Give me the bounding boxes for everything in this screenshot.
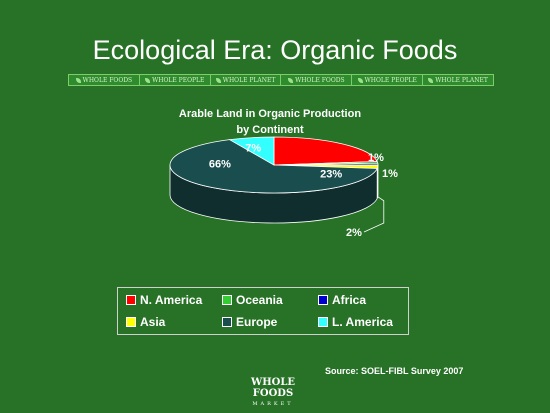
legend-item-oceania: Oceania	[222, 293, 283, 307]
source-note: Source: SOEL-FIBL Survey 2007	[325, 366, 464, 376]
chart-title-line-2: by Continent	[236, 124, 304, 136]
legend-swatch	[318, 317, 328, 327]
whole-foods-banner: WHOLE FOODS WHOLE PEOPLE WHOLE PLANET WH…	[68, 74, 494, 86]
data-label-oceania: 1%	[368, 152, 384, 164]
banner-item: WHOLE FOODS	[69, 75, 140, 85]
banner-item: WHOLE PEOPLE	[140, 75, 211, 85]
leaf-icon	[75, 77, 81, 83]
leader-line	[363, 196, 385, 233]
legend-item-l-america: L. America	[318, 315, 393, 329]
pie-slice-l-america	[228, 136, 275, 166]
legend-item-n-america: N. America	[126, 293, 202, 307]
leaf-icon	[288, 77, 294, 83]
legend-swatch	[222, 317, 232, 327]
slide-title: Ecological Era: Organic Foods	[92, 35, 458, 65]
leaf-icon	[145, 77, 151, 83]
data-label-n-america: 23%	[320, 168, 342, 180]
banner-item: WHOLE PLANET	[211, 75, 282, 85]
pie-slice-n-america	[273, 136, 378, 166]
banner-item: WHOLE PLANET	[423, 75, 493, 85]
legend-item-europe: Europe	[222, 315, 277, 329]
data-label-l-america: 7%	[245, 143, 261, 155]
chart-title: Arable Land in Organic Production by Con…	[140, 106, 400, 138]
data-label-africa: 1%	[382, 168, 398, 180]
leaf-icon	[357, 77, 363, 83]
data-label-asia: 2%	[346, 227, 362, 239]
legend-item-africa: Africa	[318, 293, 366, 307]
legend-swatch	[126, 295, 136, 305]
whole-foods-logo: WHOLE FOODS MARKET	[250, 377, 296, 407]
chart-legend: N. America Oceania Africa Asia Europe L.…	[117, 287, 409, 335]
leaf-icon	[215, 77, 221, 83]
banner-item: WHOLE FOODS	[281, 75, 353, 85]
banner-item: WHOLE PEOPLE	[352, 75, 424, 85]
legend-swatch	[318, 295, 328, 305]
legend-swatch	[126, 317, 136, 327]
data-label-europe: 66%	[209, 159, 231, 171]
legend-item-asia: Asia	[126, 315, 165, 329]
leaf-icon	[428, 77, 434, 83]
chart-title-line-1: Arable Land in Organic Production	[178, 108, 362, 120]
pie-slice-europe	[169, 139, 378, 194]
legend-swatch	[222, 295, 232, 305]
